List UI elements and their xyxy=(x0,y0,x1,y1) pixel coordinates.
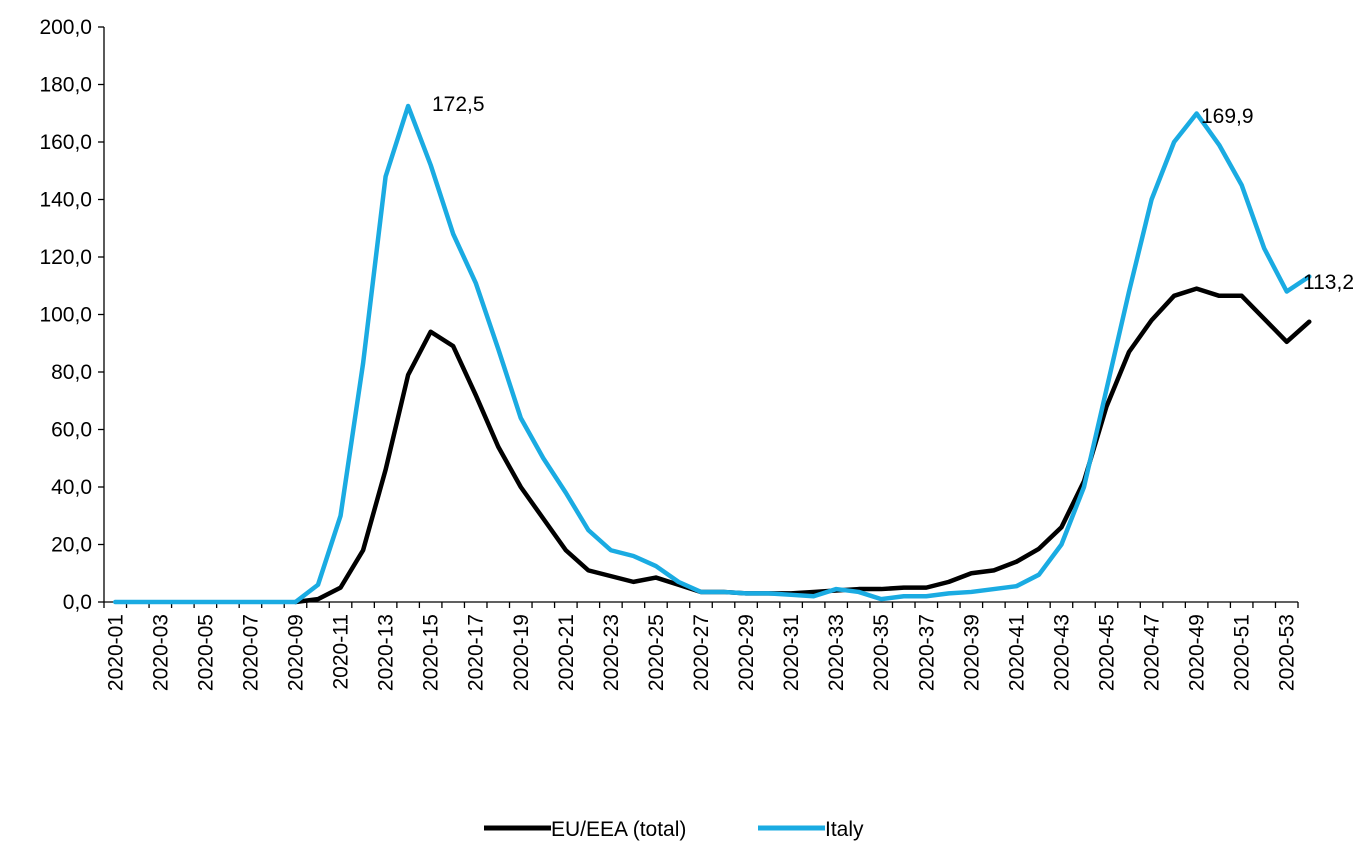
x-tick-label: 2020-03 xyxy=(149,614,172,691)
annotation-peak-autumn: 169,9 xyxy=(1201,105,1254,128)
x-tick-label: 2020-47 xyxy=(1141,614,1164,691)
x-tick-label: 2020-11 xyxy=(330,614,353,690)
y-tick-label: 80,0 xyxy=(51,361,92,384)
y-tick-label: 120,0 xyxy=(39,246,92,269)
x-tick-label: 2020-53 xyxy=(1276,614,1299,691)
y-tick-label: 140,0 xyxy=(39,189,92,212)
x-tick-label: 2020-17 xyxy=(465,614,488,691)
x-tick-label: 2020-25 xyxy=(645,614,668,691)
x-tick-label: 2020-45 xyxy=(1096,614,1119,691)
x-tick-label: 2020-33 xyxy=(825,614,848,691)
x-tick-label: 2020-19 xyxy=(510,614,533,691)
y-tick-label: 0,0 xyxy=(63,591,92,614)
y-tick-label: 60,0 xyxy=(51,419,92,442)
y-tick-label: 20,0 xyxy=(51,534,92,557)
legend-item-eu-eea: EU/EEA (total) xyxy=(484,818,686,841)
x-tick-label: 2020-49 xyxy=(1186,614,1209,691)
x-tick-label: 2020-27 xyxy=(690,614,713,691)
x-tick-label: 2020-09 xyxy=(284,614,307,691)
x-tick-label: 2020-13 xyxy=(375,614,398,691)
x-tick-label: 2020-41 xyxy=(1005,614,1028,691)
legend-item-italy: Italy xyxy=(758,818,864,841)
legend: EU/EEA (total) Italy xyxy=(484,818,864,841)
y-ticks: 0,0 20,0 40,0 60,0 80,0 100,0 120,0 140,0 160,0 1… xyxy=(39,16,104,614)
x-tick-label: 2020-23 xyxy=(600,614,623,691)
x-tick-label: 2020-01 xyxy=(104,614,127,691)
series-line-eu-eea xyxy=(293,286,1312,605)
x-tick-label: 2020-05 xyxy=(194,614,217,691)
x-tick-label: 2020-29 xyxy=(735,614,758,691)
y-tick-label: 100,0 xyxy=(39,304,92,327)
legend-label-italy: Italy xyxy=(825,818,864,841)
annotation-last-value: 113,2 xyxy=(1303,271,1354,294)
y-tick-label: 160,0 xyxy=(39,131,92,154)
x-tick-label: 2020-51 xyxy=(1231,614,1254,691)
y-tick-label: 40,0 xyxy=(51,476,92,499)
legend-label-eu-eea: EU/EEA (total) xyxy=(551,818,686,841)
x-tick-label: 2020-21 xyxy=(555,614,578,691)
x-tick-label: 2020-07 xyxy=(239,614,262,691)
y-tick-label: 200,0 xyxy=(39,16,92,39)
x-ticks: 2020-01 2020-03 2020-05 2020-07 2020-09 2020-… xyxy=(103,602,1299,691)
x-tick-label: 2020-43 xyxy=(1050,614,1073,691)
x-tick-label: 2020-37 xyxy=(915,614,938,691)
x-tick-label: 2020-39 xyxy=(960,614,983,691)
axes xyxy=(103,27,1298,603)
y-tick-label: 180,0 xyxy=(39,74,92,97)
x-tick-label: 2020-15 xyxy=(420,614,443,691)
x-tick-label: 2020-31 xyxy=(780,614,803,691)
series-line-italy xyxy=(113,103,1312,605)
annotation-peak-spring: 172,5 xyxy=(432,93,485,116)
x-tick-label: 2020-35 xyxy=(870,614,893,691)
annotations: 172,5 169,9 113,2 xyxy=(432,93,1354,294)
series-layer xyxy=(113,103,1312,605)
